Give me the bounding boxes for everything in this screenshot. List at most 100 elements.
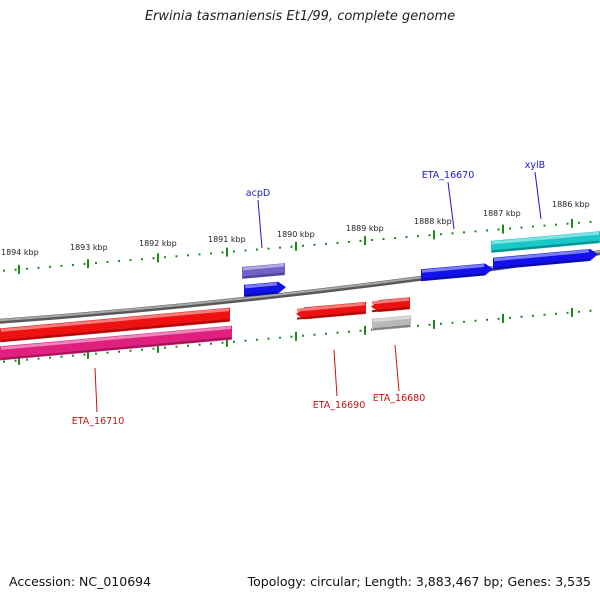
inner-minor-tick — [428, 323, 431, 326]
outer-minor-tick — [417, 235, 419, 238]
ruler-label: 1887 kbp — [483, 209, 521, 218]
inner-minor-tick — [60, 355, 63, 358]
inner-major-tick — [433, 319, 435, 329]
inner-minor-tick — [486, 318, 488, 321]
inner-tick-track — [3, 307, 592, 365]
outer-minor-tick — [3, 269, 5, 272]
callout-line — [394, 344, 400, 392]
gene-highlight — [242, 263, 285, 271]
outer-minor-tick — [313, 243, 316, 246]
ruler-label: 1893 kbp — [70, 243, 108, 252]
inner-minor-tick — [210, 342, 212, 345]
outer-minor-tick — [486, 229, 488, 232]
outer-major-tick — [433, 230, 435, 240]
outer-minor-tick — [359, 239, 362, 242]
ruler-labels: 1894 kbp 1893 kbp 1892 kbp 1891 kbp 1890 kbp… — [1, 200, 590, 257]
inner-minor-tick — [313, 333, 316, 336]
outer-minor-tick — [106, 261, 109, 264]
inner-minor-tick — [279, 336, 281, 339]
inner-major-tick — [295, 331, 297, 341]
gene-callouts: acpD ETA_16670 xylB ETA_16710 ETA_16690 ETA_1… — [72, 160, 545, 427]
gene-label: acpD — [246, 188, 270, 199]
outer-minor-tick — [210, 252, 212, 255]
outer-minor-tick — [60, 264, 63, 267]
ruler-label: 1888 kbp — [414, 217, 452, 226]
outer-major-tick — [87, 259, 89, 269]
outer-minor-tick — [428, 234, 431, 237]
inner-minor-tick — [566, 311, 569, 314]
outer-tick-track — [3, 218, 592, 274]
inner-minor-tick — [543, 313, 546, 316]
gene-ETA_16680-reverse — [371, 297, 410, 313]
outer-minor-tick — [578, 221, 580, 224]
gene-body — [421, 263, 493, 282]
gene-shade — [296, 311, 366, 320]
outer-minor-tick — [336, 241, 339, 244]
inner-minor-tick — [129, 349, 132, 352]
inner-minor-tick — [141, 348, 143, 351]
inner-minor-tick — [474, 319, 477, 322]
gene-shade — [244, 291, 278, 297]
outer-minor-tick — [451, 232, 454, 235]
inner-minor-tick — [359, 329, 362, 332]
outer-minor-tick — [509, 227, 511, 230]
inner-minor-tick — [37, 357, 40, 360]
outer-minor-tick — [233, 250, 235, 253]
inner-minor-tick — [532, 314, 534, 317]
callout-ETA_16680: ETA_16680 — [373, 344, 425, 404]
inner-minor-tick — [336, 331, 339, 334]
gene-ETA_16680-reverse — [372, 315, 411, 331]
inner-minor-tick — [221, 341, 224, 344]
inner-minor-tick — [325, 332, 327, 335]
outer-minor-tick — [463, 231, 465, 234]
gene-shade — [493, 258, 590, 270]
inner-major-tick — [364, 325, 366, 335]
outer-minor-tick — [302, 244, 304, 247]
inner-minor-tick — [244, 339, 247, 342]
inner-major-tick — [502, 313, 504, 323]
outer-minor-tick — [348, 240, 350, 243]
inner-minor-tick — [440, 322, 442, 325]
callout-line — [333, 349, 338, 397]
inner-minor-tick — [72, 354, 74, 357]
inner-minor-tick — [164, 346, 166, 349]
inner-minor-tick — [83, 353, 86, 356]
outer-minor-tick — [474, 230, 477, 233]
gene-shade — [0, 319, 230, 342]
outer-major-tick — [571, 218, 573, 228]
outer-major-tick — [226, 247, 228, 257]
ruler-label: 1890 kbp — [277, 230, 315, 239]
outer-minor-tick — [83, 262, 86, 265]
gene-highlight — [491, 231, 600, 245]
outer-minor-tick — [497, 228, 500, 231]
gene-shade — [371, 306, 410, 313]
gene-ETA_16690-reverse — [296, 301, 366, 320]
inner-major-tick — [157, 343, 159, 353]
outer-minor-tick — [267, 247, 270, 250]
outer-minor-tick — [49, 265, 51, 268]
gene-acpD-forward — [242, 263, 285, 279]
gene-highlight — [372, 315, 411, 323]
outer-minor-tick — [244, 249, 247, 252]
gene-highlight — [421, 263, 485, 273]
callout-line — [257, 199, 263, 249]
inner-minor-tick — [290, 335, 293, 338]
gene-highlight — [0, 326, 232, 350]
inner-minor-tick — [198, 343, 201, 346]
callout-line — [94, 367, 98, 413]
ruler-label: 1891 kbp — [208, 235, 246, 244]
outer-minor-tick — [141, 258, 143, 261]
gene-ETA_16670-forward — [421, 263, 493, 282]
outer-minor-tick — [371, 239, 373, 241]
outer-major-tick — [502, 224, 504, 234]
inner-minor-tick — [417, 324, 419, 327]
outer-minor-tick — [118, 260, 120, 263]
inner-minor-tick — [152, 347, 155, 350]
callout-acpD: acpD — [246, 188, 270, 249]
outer-minor-tick — [187, 254, 189, 257]
accession-text: Accession: NC_010694 — [9, 574, 152, 589]
gene-xylB-forward — [491, 231, 600, 253]
gene-ETA_16710-reverse — [0, 307, 230, 343]
outer-minor-tick — [440, 233, 442, 236]
callout-xylB: xylB — [525, 160, 545, 220]
